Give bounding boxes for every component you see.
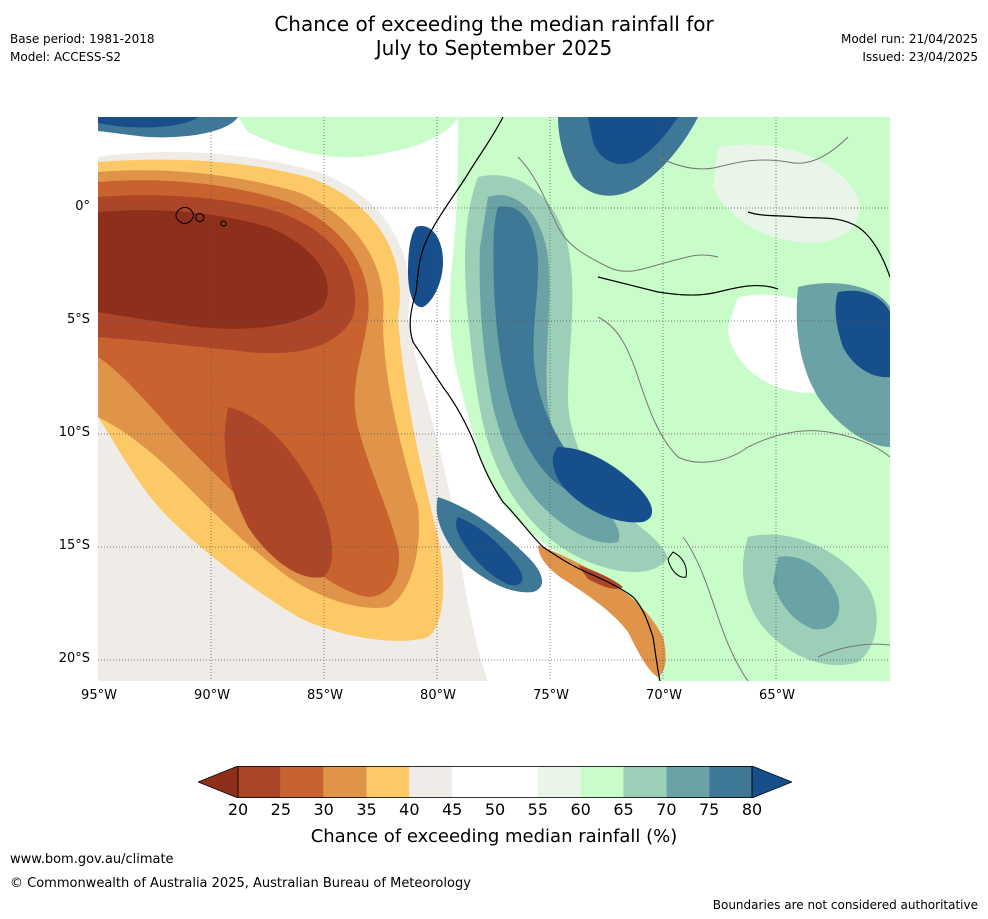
model-text: Model: ACCESS-S2: [10, 50, 122, 64]
border-colombia-ecuador-peru: [517, 156, 719, 272]
colorbar-segment: [709, 766, 752, 798]
issued-text: Issued: 23/04/2025: [862, 50, 978, 64]
colorbar-tick-label: 75: [698, 800, 720, 819]
colorbar-segment: [537, 766, 581, 798]
colorbar-segment: [495, 766, 538, 798]
ocean-brown-southern: [224, 407, 333, 578]
lake-titicaca: [667, 551, 687, 578]
colorbar-segment: [666, 766, 710, 798]
galapagos-san-cristobal: [220, 220, 227, 227]
country-borders: [517, 136, 890, 681]
colorbar-tick-label: 45: [441, 800, 463, 819]
disclaimer-text: Boundaries are not considered authoritat…: [712, 898, 978, 912]
north-light-band: [238, 117, 458, 158]
copyright-text: © Commonwealth of Australia 2025, Austra…: [10, 876, 471, 891]
colorbar-segment: [323, 766, 367, 798]
border-peru-brazil: [597, 316, 749, 463]
lon-label-90w: 90°W: [194, 688, 230, 703]
nw-darkblue-patch: [98, 117, 198, 128]
colorbar-title: Chance of exceeding median rainfall (%): [310, 826, 678, 847]
colorbar-tick-label: 80: [741, 800, 763, 819]
colorbar-segment: [623, 766, 667, 798]
colorbar-tick-label: 25: [270, 800, 291, 819]
coastline-pacific: [409, 117, 661, 681]
colorbar-tick-label: 20: [227, 800, 249, 819]
colorbar-frame: [237, 766, 753, 799]
map-title: Chance of exceeding the median rainfall …: [0, 12, 988, 60]
ocean-darkbrown-core: [98, 210, 328, 329]
colorbar-svg: [196, 765, 794, 799]
lat-label-15s: 15°S: [58, 538, 90, 553]
south-coastal-dry-strip: [538, 545, 666, 677]
colorbar-segment: [366, 766, 410, 798]
colorbar-extend-low: [196, 765, 239, 799]
colorbar-extend-high: [751, 765, 794, 799]
southeast-blue-region: [773, 556, 840, 630]
lon-label-85w: 85°W: [307, 688, 343, 703]
colorbar-segment: [280, 766, 324, 798]
coastline: [409, 117, 890, 681]
colorbar-segment: [409, 766, 453, 798]
map-title-line1: Chance of exceeding the median rainfall …: [274, 12, 714, 36]
website-text: www.bom.gov.au/climate: [10, 852, 174, 867]
lon-label-70w: 70°W: [646, 688, 682, 703]
coastal-darkblue-strip: [455, 517, 523, 586]
rainfall-map-svg: [98, 117, 890, 681]
border-bolivia-paraguay: [817, 643, 890, 658]
interior-steel-blue: [493, 206, 594, 496]
coastline-amazon-north: [747, 211, 890, 278]
lat-label-5s: 5°S: [66, 312, 90, 327]
lat-label-0: 0°: [75, 199, 90, 214]
colorbar-tick-label: 70: [656, 800, 677, 819]
colorbar-tick-label: 35: [356, 800, 377, 819]
colorbar-segment: [580, 766, 624, 798]
rainfall-map: [98, 117, 890, 681]
border-brazil-bolivia: [747, 430, 890, 458]
central-darkblue-blob: [552, 447, 653, 523]
lat-label-20s: 20°S: [58, 651, 90, 666]
colorbar-segment: [238, 766, 281, 798]
lon-label-95w: 95°W: [81, 688, 117, 703]
colorbar-segment: [452, 766, 495, 798]
border-bolivia-chile: [682, 536, 749, 681]
galapagos-islands: [175, 206, 227, 227]
metadata-left: Base period: 1981-2018 Model: ACCESS-S2: [10, 30, 155, 66]
lat-label-10s: 10°S: [58, 425, 90, 440]
metadata-right: Model run: 21/04/2025 Issued: 23/04/2025: [841, 30, 978, 66]
galapagos-santa-cruz: [195, 213, 205, 222]
map-title-line2: July to September 2025: [375, 36, 613, 60]
model-run-text: Model run: 21/04/2025: [840, 32, 978, 46]
graticule: [98, 117, 890, 681]
colorbar-tick-label: 55: [527, 800, 548, 819]
colorbar: [196, 765, 794, 799]
north-darkblue-band: [588, 117, 678, 165]
border-colombia-venezuela-brazil: [657, 136, 849, 170]
colorbar-tick-label: 30: [313, 800, 334, 819]
lon-label-65w: 65°W: [759, 688, 795, 703]
colorbar-tick-label: 65: [613, 800, 634, 819]
colorbar-tick-label: 50: [484, 800, 506, 819]
lon-label-75w: 75°W: [533, 688, 569, 703]
colorbar-tick-label: 40: [399, 800, 420, 819]
galapagos-isabela: [175, 206, 194, 224]
east-darkblue-region: [835, 290, 890, 378]
colorbar-tick-label: 60: [570, 800, 591, 819]
base-period-text: Base period: 1981-2018: [10, 32, 155, 46]
river-amazon: [597, 276, 779, 296]
south-coastal-dark-strip: [578, 565, 623, 590]
lon-label-80w: 80°W: [420, 688, 456, 703]
